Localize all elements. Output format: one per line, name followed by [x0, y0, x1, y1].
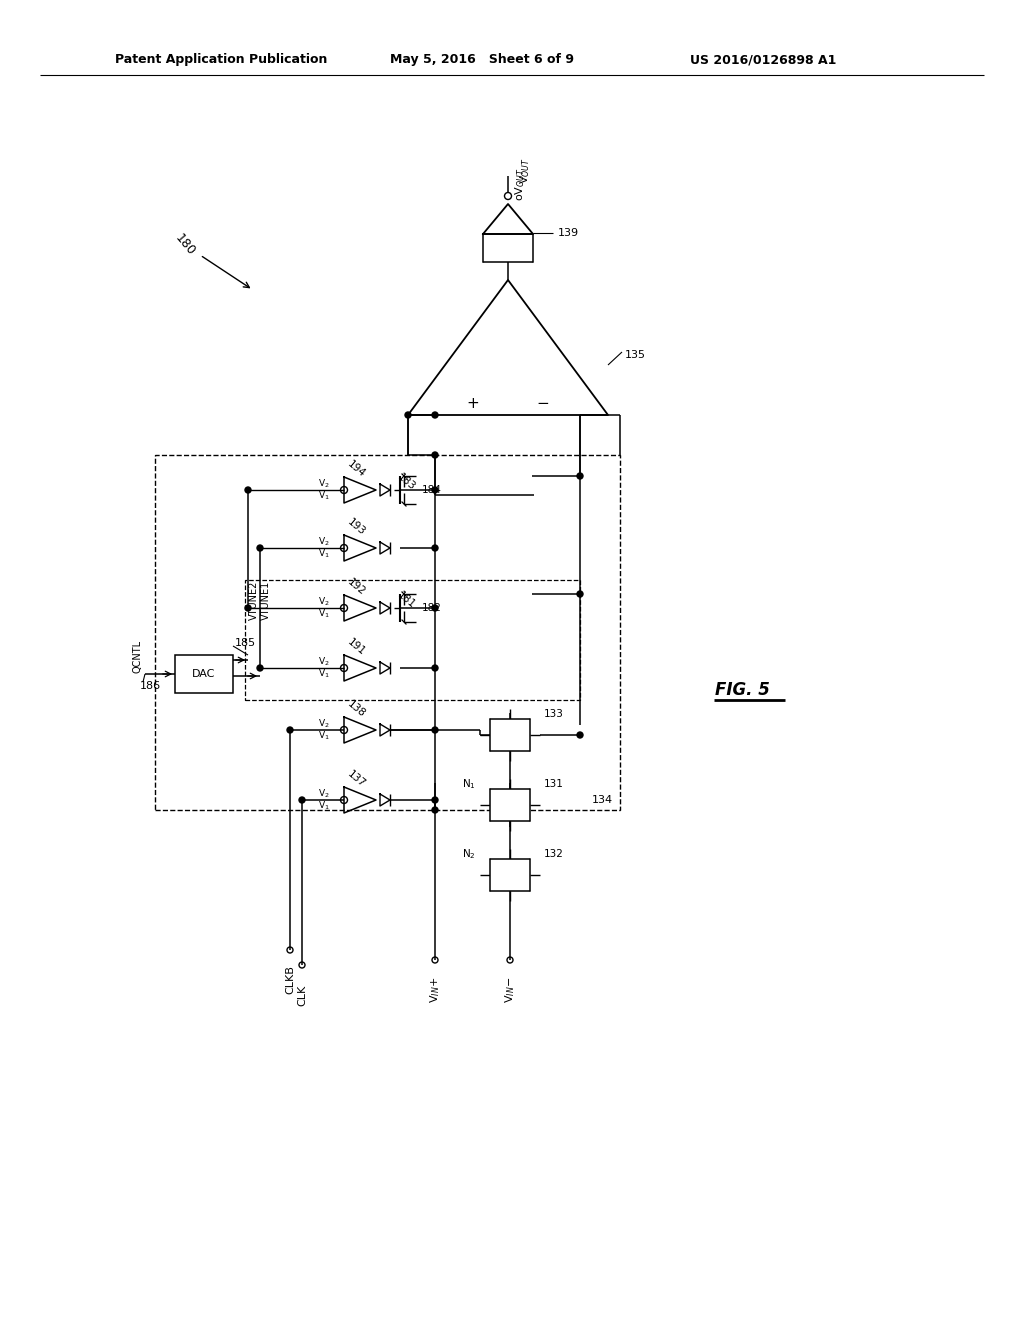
Text: 191: 191	[346, 636, 368, 657]
Circle shape	[432, 665, 438, 671]
Text: US 2016/0126898 A1: US 2016/0126898 A1	[690, 54, 837, 66]
Text: V$_1$: V$_1$	[318, 548, 330, 560]
Text: May 5, 2016   Sheet 6 of 9: May 5, 2016 Sheet 6 of 9	[390, 54, 574, 66]
Bar	[175, 655, 233, 693]
Text: 134: 134	[592, 795, 613, 805]
Text: 131: 131	[544, 779, 564, 789]
Circle shape	[432, 545, 438, 550]
Text: V$_1$: V$_1$	[318, 800, 330, 812]
Text: 139: 139	[558, 228, 580, 238]
Circle shape	[432, 807, 438, 813]
Text: N$_1$: N$_1$	[462, 777, 476, 791]
Text: 135: 135	[625, 350, 646, 360]
Text: V$_2$: V$_2$	[318, 536, 330, 548]
Text: 184: 184	[422, 484, 442, 495]
Text: −: −	[537, 396, 549, 411]
Text: QCNTL: QCNTL	[133, 639, 143, 673]
Circle shape	[432, 797, 438, 803]
Circle shape	[299, 797, 305, 803]
Text: V$_1$: V$_1$	[318, 490, 330, 502]
Circle shape	[432, 487, 438, 492]
Text: 180: 180	[172, 232, 198, 259]
Text: Patent Application Publication: Patent Application Publication	[115, 54, 328, 66]
Text: V$_1$: V$_1$	[318, 668, 330, 680]
Text: CLK: CLK	[297, 985, 307, 1006]
Text: N$_2$: N$_2$	[462, 847, 476, 861]
Bar	[155, 455, 620, 810]
Text: CLKB: CLKB	[285, 965, 295, 994]
Circle shape	[257, 545, 263, 550]
Text: V$_{IN}$+: V$_{IN}$+	[428, 977, 442, 1003]
Circle shape	[577, 591, 583, 597]
Text: V$_2$: V$_2$	[318, 478, 330, 490]
Text: V$_{IN}$−: V$_{IN}$−	[503, 977, 517, 1003]
Circle shape	[432, 727, 438, 733]
Text: 186: 186	[140, 681, 161, 690]
Circle shape	[245, 605, 251, 611]
Circle shape	[432, 451, 438, 458]
Text: FIG. 5: FIG. 5	[715, 681, 770, 700]
Text: 194: 194	[346, 459, 368, 479]
Circle shape	[432, 605, 438, 611]
Text: VTUNE2: VTUNE2	[249, 581, 259, 619]
Bar	[490, 789, 530, 821]
Text: V$_{OUT}$: V$_{OUT}$	[518, 157, 531, 185]
Text: V$_2$: V$_2$	[318, 788, 330, 800]
Text: 185: 185	[234, 638, 256, 648]
Bar	[490, 719, 530, 751]
Text: +: +	[467, 396, 479, 411]
Circle shape	[577, 733, 583, 738]
Bar	[490, 859, 530, 891]
Bar	[483, 234, 534, 261]
Text: 133: 133	[544, 709, 564, 719]
Text: 182: 182	[422, 603, 442, 612]
Text: oV$_{OUT}$: oV$_{OUT}$	[513, 168, 526, 201]
Circle shape	[257, 665, 263, 671]
Text: 192: 192	[346, 577, 368, 597]
Text: V$_2$: V$_2$	[318, 595, 330, 609]
Text: 183: 183	[396, 471, 418, 492]
Text: 193: 193	[346, 517, 368, 537]
Text: V$_2$: V$_2$	[318, 656, 330, 668]
Text: V$_2$: V$_2$	[318, 718, 330, 730]
Text: 181: 181	[396, 590, 418, 610]
Text: 137: 137	[346, 768, 368, 789]
Circle shape	[287, 727, 293, 733]
Text: VTUNE1: VTUNE1	[261, 581, 271, 619]
Text: DAC: DAC	[193, 669, 216, 678]
Circle shape	[432, 412, 438, 418]
Text: 138: 138	[346, 698, 368, 719]
Text: 132: 132	[544, 849, 564, 859]
Circle shape	[406, 412, 411, 418]
Text: V$_1$: V$_1$	[318, 730, 330, 742]
Text: V$_1$: V$_1$	[318, 607, 330, 620]
Circle shape	[577, 473, 583, 479]
Bar	[245, 579, 580, 700]
Circle shape	[245, 487, 251, 492]
